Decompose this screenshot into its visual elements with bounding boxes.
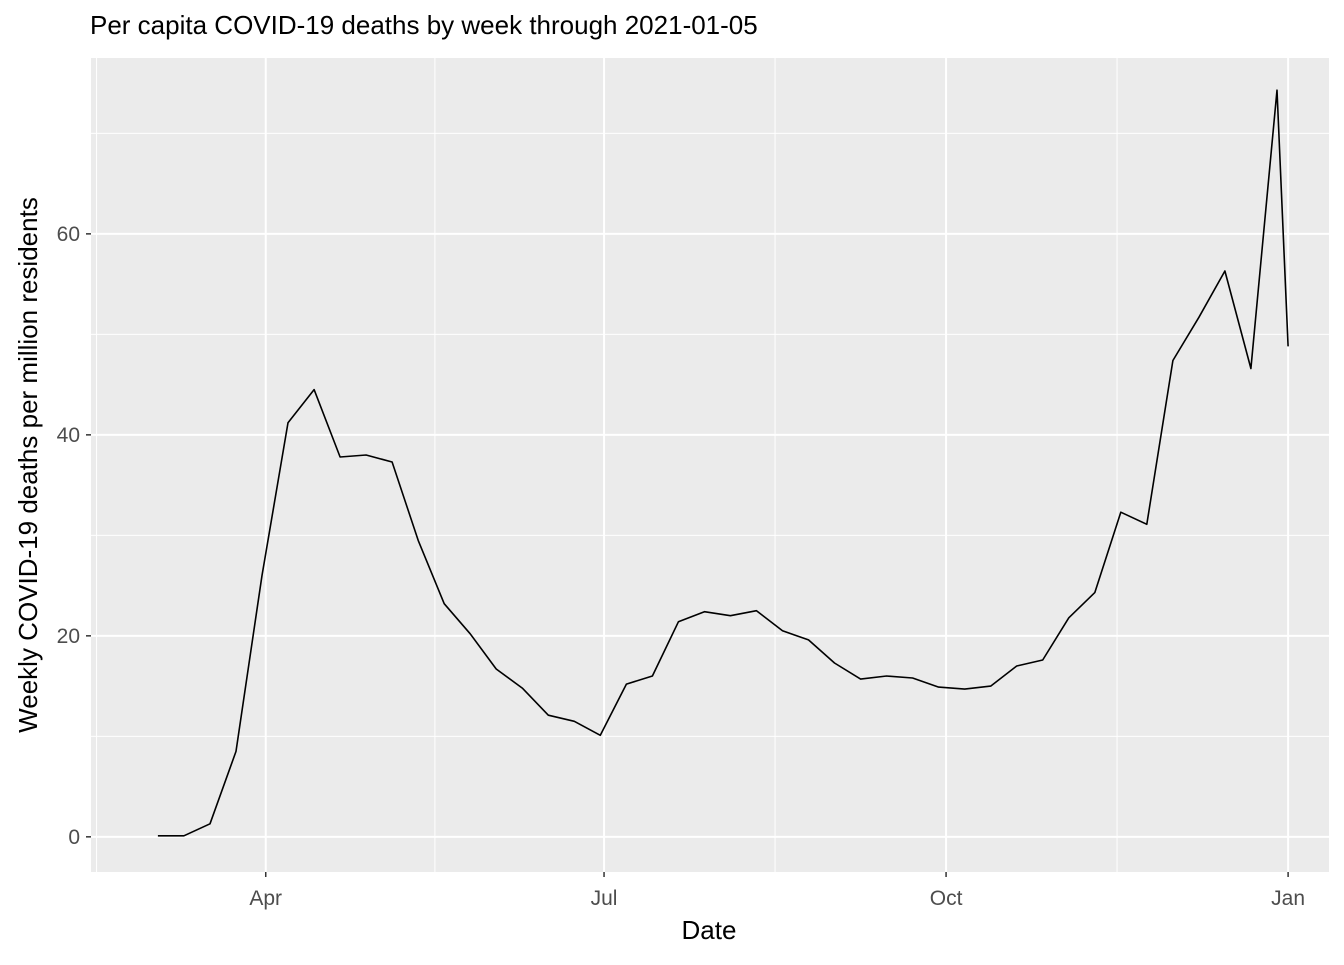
x-tick-label: Jul bbox=[591, 887, 618, 910]
x-axis-label: Date bbox=[682, 915, 737, 945]
series-line-0 bbox=[157, 89, 1289, 837]
y-tick-label: 0 bbox=[68, 826, 80, 849]
x-tick-label: Apr bbox=[249, 887, 282, 910]
y-tick-label: 40 bbox=[57, 424, 80, 447]
y-tick-label: 60 bbox=[57, 223, 80, 246]
plot-panel bbox=[91, 58, 1329, 872]
x-tick-label: Jan bbox=[1271, 887, 1305, 910]
grid-major bbox=[91, 58, 1329, 872]
y-axis: 0 20 40 60 bbox=[57, 223, 91, 849]
y-axis-label: Weekly COVID-19 deaths per million resid… bbox=[13, 197, 43, 733]
x-axis: Apr Jul Oct Jan bbox=[249, 872, 1305, 910]
chart-title: Per capita COVID-19 deaths by week throu… bbox=[90, 10, 758, 40]
y-tick-label: 20 bbox=[57, 625, 80, 648]
x-tick-label: Oct bbox=[930, 887, 963, 910]
series-layer bbox=[157, 89, 1289, 837]
grid-minor bbox=[91, 58, 1329, 872]
